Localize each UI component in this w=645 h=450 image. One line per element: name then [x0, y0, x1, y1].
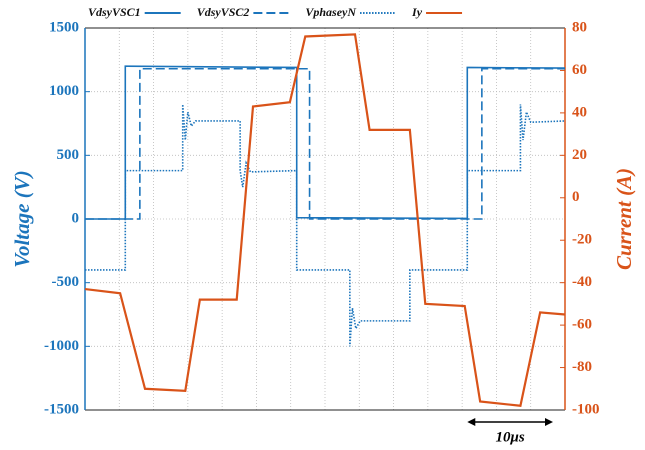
y-tick-label: 1000 — [49, 83, 79, 99]
legend-label: VdsyVSC1 — [88, 5, 141, 19]
legend-label: Iy — [411, 5, 423, 19]
y2-tick-label: 20 — [572, 147, 587, 163]
series-line — [85, 67, 565, 220]
y-tick-label: -1000 — [44, 338, 79, 354]
y-tick-label: 500 — [57, 147, 80, 163]
y-tick-label: 0 — [72, 210, 80, 226]
series-line — [85, 65, 566, 220]
y2-tick-label: -60 — [572, 317, 592, 333]
y2-tick-label: 80 — [572, 19, 587, 35]
annotation: 10μs — [496, 429, 525, 445]
y2-tick-label: -20 — [572, 232, 592, 248]
series-line — [84, 33, 566, 407]
y2-tick-label: 60 — [572, 62, 587, 78]
series-line — [85, 104, 566, 347]
legend-label: VphaseyN — [305, 5, 357, 19]
y-tick-label: 1500 — [49, 19, 79, 35]
y2-tick-label: -100 — [572, 401, 600, 417]
y2-tick-label: -80 — [572, 359, 592, 375]
legend-label: VdsyVSC2 — [197, 5, 250, 19]
y-tick-label: -1500 — [44, 401, 79, 417]
y2-axis-label: Current (A) — [612, 168, 636, 270]
y-tick-label: -500 — [52, 274, 80, 290]
y2-tick-label: -40 — [572, 274, 592, 290]
y2-tick-label: 0 — [572, 189, 580, 205]
y2-tick-label: 40 — [572, 104, 587, 120]
y-axis-label: Voltage (V) — [10, 170, 34, 267]
